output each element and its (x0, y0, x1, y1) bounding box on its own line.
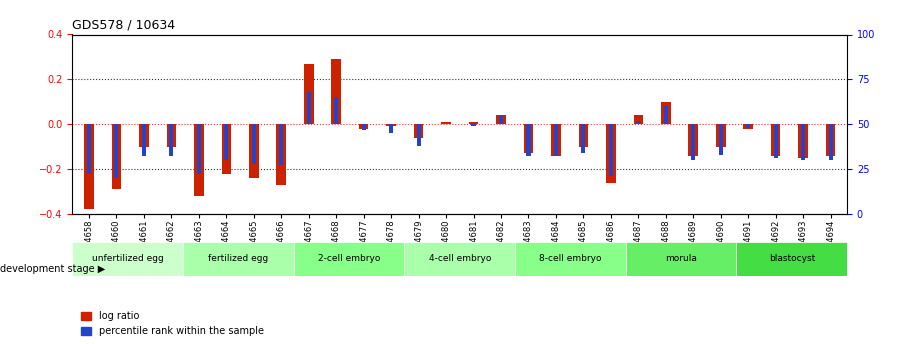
Bar (414, 124, 423, 138)
Bar (579, 124, 588, 147)
Bar (84, 124, 93, 209)
Bar (142, 124, 146, 157)
Bar (111, 124, 121, 189)
Bar (114, 124, 119, 178)
Bar (798, 124, 808, 158)
Bar (829, 124, 833, 160)
Bar (169, 124, 173, 157)
Text: GDS578 / 10634: GDS578 / 10634 (72, 19, 176, 32)
Bar (689, 124, 699, 156)
Bar (468, 122, 478, 124)
Bar (664, 106, 668, 124)
Bar (744, 124, 753, 129)
Bar (801, 124, 805, 160)
Bar (582, 124, 585, 153)
Bar (194, 124, 204, 196)
FancyBboxPatch shape (626, 241, 737, 276)
Bar (691, 124, 695, 160)
Bar (499, 115, 503, 124)
Bar (221, 124, 231, 174)
Bar (249, 124, 258, 178)
Bar (524, 124, 534, 153)
Bar (389, 124, 393, 133)
Bar (361, 124, 366, 130)
FancyBboxPatch shape (404, 241, 516, 276)
Text: morula: morula (665, 254, 697, 263)
Bar (359, 124, 369, 129)
Bar (661, 102, 670, 124)
Bar (551, 124, 561, 156)
Text: 4-cell embryo: 4-cell embryo (429, 254, 491, 263)
Bar (140, 124, 149, 147)
Bar (747, 124, 750, 128)
Bar (197, 124, 201, 175)
Bar (606, 124, 616, 183)
Text: fertilized egg: fertilized egg (208, 254, 268, 263)
Text: development stage ▶: development stage ▶ (0, 264, 105, 274)
Bar (826, 124, 835, 156)
Bar (334, 97, 338, 124)
Bar (554, 124, 558, 157)
FancyBboxPatch shape (294, 241, 404, 276)
Bar (441, 122, 451, 124)
Bar (417, 124, 420, 146)
Bar (718, 124, 723, 155)
Bar (304, 63, 313, 124)
Bar (87, 124, 91, 175)
Bar (279, 124, 284, 166)
Text: 8-cell embryo: 8-cell embryo (539, 254, 602, 263)
FancyBboxPatch shape (183, 241, 294, 276)
FancyBboxPatch shape (737, 241, 847, 276)
Bar (633, 115, 643, 124)
Bar (225, 124, 228, 160)
Bar (276, 124, 286, 185)
FancyBboxPatch shape (516, 241, 626, 276)
Bar (306, 92, 311, 124)
Text: unfertilized egg: unfertilized egg (92, 254, 164, 263)
FancyBboxPatch shape (72, 241, 183, 276)
Bar (774, 124, 777, 158)
Bar (771, 124, 780, 156)
Bar (386, 124, 396, 126)
Text: 2-cell embryo: 2-cell embryo (318, 254, 381, 263)
Bar (167, 124, 176, 147)
Legend: log ratio, percentile rank within the sample: log ratio, percentile rank within the sa… (77, 307, 267, 340)
Bar (471, 124, 476, 126)
Bar (636, 121, 641, 124)
Bar (609, 124, 613, 176)
Bar (252, 124, 255, 164)
Bar (716, 124, 726, 147)
Bar (496, 115, 506, 124)
Text: blastocyst: blastocyst (768, 254, 814, 263)
Bar (526, 124, 531, 157)
Bar (332, 59, 341, 124)
